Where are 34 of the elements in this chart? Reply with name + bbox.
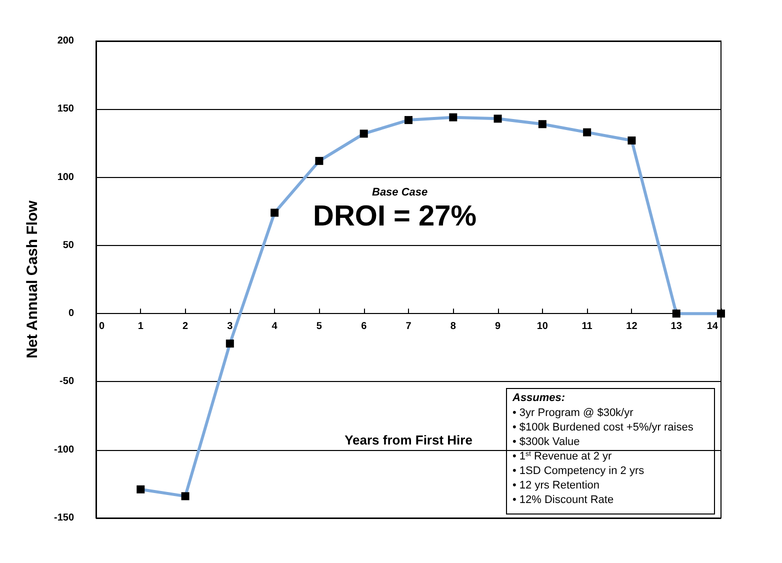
annotation: Base Case [372,186,428,198]
y-axis-title: Net Annual Cash Flow [24,200,41,358]
annotation: • 1SD Competency in 2 yrs [512,465,645,477]
y-tick-label: 150 [57,104,74,115]
x-tick-label: 2 [182,321,189,332]
x-tick-label: 6 [361,321,368,332]
y-tick-label: -150 [54,512,74,524]
annotation: • 12 yrs Retention [512,480,600,492]
y-tick-label: 0 [68,308,74,320]
annotation: • 3yr Program @ $30k/yr [512,407,634,419]
y-tick-label: -100 [54,444,74,456]
x-tick-label: 13 [670,321,682,332]
x-tick-label: 3 [227,321,234,332]
y-tick-label: 200 [57,36,74,46]
x-tick-label: 1 [138,321,144,332]
x-axis-title: Years from First Hire [344,432,472,448]
annotation: Assumes: [512,392,566,404]
x-tick-label: 9 [495,321,502,332]
x-tick-label: 10 [536,321,548,332]
x-tick-label: 14 [706,321,718,332]
annotation: • 12% Discount Rate [512,494,614,506]
x-tick-label: 7 [406,321,412,332]
y-tick-label: 100 [57,172,74,183]
annotation: • $300k Value [512,436,580,448]
x-tick-label: 5 [316,321,322,332]
annotation: DROI = 27% [313,200,477,232]
y-tick-label: 50 [62,240,74,251]
annotation: • $100k Burdened cost +5%/yr raises [512,422,694,434]
x-tick-label: 8 [450,321,456,332]
x-tick-label: 11 [582,321,593,332]
x-tick-label: 4 [272,321,278,332]
x-tick-label: 12 [626,321,638,332]
x-tick-label: 0 [99,321,105,332]
y-tick-label: -50 [60,376,74,388]
